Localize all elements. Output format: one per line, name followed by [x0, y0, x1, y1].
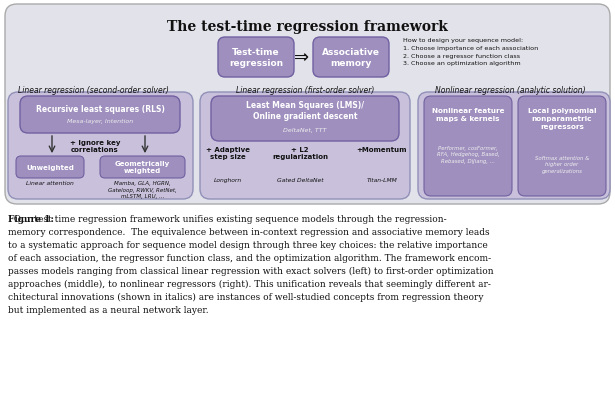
FancyBboxPatch shape	[20, 97, 180, 134]
Text: Softmax attention &
higher order
generalizations: Softmax attention & higher order general…	[535, 155, 589, 174]
Text: Mamba, GLA, HGRN,
Gateloop, RWKV, RetNet,
mLSTM, LRU, ...: Mamba, GLA, HGRN, Gateloop, RWKV, RetNet…	[108, 180, 177, 199]
Text: Nonlinear regression (analytic solution): Nonlinear regression (analytic solution)	[435, 86, 585, 95]
FancyBboxPatch shape	[16, 157, 84, 179]
FancyBboxPatch shape	[8, 93, 193, 200]
Text: Linear regression (first-order solver): Linear regression (first-order solver)	[236, 86, 374, 95]
Text: + Adaptive
step size: + Adaptive step size	[206, 147, 250, 160]
FancyBboxPatch shape	[518, 97, 606, 196]
Text: Linear regression (second-order solver): Linear regression (second-order solver)	[18, 86, 169, 95]
Text: ⇒: ⇒	[295, 49, 309, 67]
Text: Our test time regression framework unifies existing sequence models through the : Our test time regression framework unifi…	[8, 214, 494, 314]
Text: Geometrically
weighted: Geometrically weighted	[115, 161, 170, 174]
FancyBboxPatch shape	[211, 97, 399, 142]
Text: Titan-LMM: Titan-LMM	[367, 178, 397, 182]
Text: Recursive least squares (RLS): Recursive least squares (RLS)	[36, 104, 164, 113]
Text: Nonlinear feature
maps & kernels: Nonlinear feature maps & kernels	[432, 108, 504, 121]
FancyBboxPatch shape	[424, 97, 512, 196]
Text: DeltaNet, TTT: DeltaNet, TTT	[284, 128, 327, 133]
Text: Test-time
regression: Test-time regression	[229, 48, 283, 68]
Text: Least Mean Squares (LMS)/
Online gradient descent: Least Mean Squares (LMS)/ Online gradien…	[246, 101, 364, 121]
FancyBboxPatch shape	[200, 93, 410, 200]
Text: Associative
memory: Associative memory	[322, 48, 380, 68]
Text: How to design your sequence model:
1. Choose importance of each association
2. C: How to design your sequence model: 1. Ch…	[403, 38, 538, 66]
Text: Mesa-layer, Intention: Mesa-layer, Intention	[67, 119, 133, 124]
FancyBboxPatch shape	[100, 157, 185, 179]
Text: Unweighted: Unweighted	[26, 164, 74, 171]
Text: The test-time regression framework: The test-time regression framework	[167, 20, 448, 34]
Text: Figure 1:: Figure 1:	[8, 214, 54, 223]
Text: Performer, cosFormer,
RFA, Hedgehog, Based,
Rebased, DiJiang, ...: Performer, cosFormer, RFA, Hedgehog, Bas…	[437, 146, 499, 164]
Text: + L2
regularization: + L2 regularization	[272, 147, 328, 160]
Text: + Ignore key
correlations: + Ignore key correlations	[69, 139, 121, 153]
FancyBboxPatch shape	[418, 93, 610, 200]
Text: Linear attention: Linear attention	[26, 180, 74, 186]
Text: Local polynomial
nonparametric
regressors: Local polynomial nonparametric regressor…	[528, 108, 597, 129]
Text: Gated DeltaNet: Gated DeltaNet	[277, 178, 323, 182]
FancyBboxPatch shape	[218, 38, 294, 78]
Text: +Momentum: +Momentum	[357, 147, 407, 153]
FancyBboxPatch shape	[5, 5, 610, 204]
Text: Longhorn: Longhorn	[214, 178, 242, 182]
FancyBboxPatch shape	[313, 38, 389, 78]
